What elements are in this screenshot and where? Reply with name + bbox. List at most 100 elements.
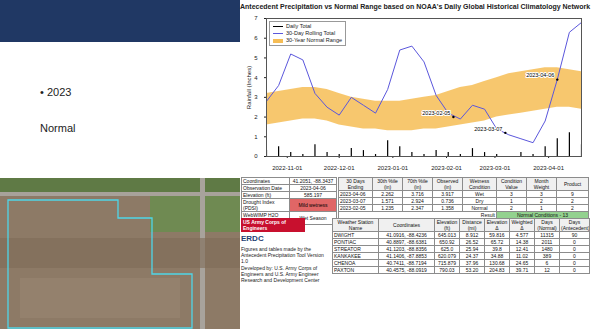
svg-text:2023-02-01: 2023-02-01 (431, 165, 462, 171)
html-text:70th %ile (in): 70th %ile (in) (407, 178, 428, 190)
svg-text:2023-01-01: 2023-01-01 (377, 165, 408, 171)
svg-text:1: 1 (254, 134, 258, 140)
html-text:30-Day Rolling Total: 30-Day Rolling Total (286, 30, 336, 36)
html-text:625.0: 625.0 (440, 246, 454, 252)
html-text:0.736: 0.736 (441, 198, 454, 204)
svg-text:2023-03-01: 2023-03-01 (480, 165, 511, 171)
html-text:2023-02-05: 2023-02-05 (340, 205, 366, 211)
svg-text:2022-12-01: 2022-12-01 (324, 165, 355, 171)
html-text:2.924: 2.924 (411, 198, 424, 204)
html-text:Wet Season: Wet Season (299, 215, 327, 221)
html-text:Developed by: U.S. Army Corps: Developed by: U.S. Army Corps of Enginee… (241, 265, 320, 283)
html-text:Elevation (ft): Elevation (ft) (243, 192, 272, 198)
html-text:24.37: 24.37 (465, 253, 479, 259)
html-text:Elevation Δ: Elevation Δ (486, 219, 508, 231)
svg-text:6: 6 (254, 35, 258, 41)
svg-text:0: 0 (254, 153, 258, 159)
svg-text:2022-11-01: 2022-11-01 (272, 165, 303, 171)
html-text:Antecedent Precipitation vs No: Antecedent Precipitation vs Normal Range… (240, 3, 591, 10)
html-text:Days (Antecedent): Days (Antecedent) (561, 219, 590, 231)
html-text:645.013: 645.013 (438, 232, 456, 238)
html-text:Normal: Normal (471, 205, 488, 211)
html-text:30 Days Ending: 30 Days Ending (346, 178, 365, 190)
html-text:Weather Station Name: Weather Station Name (337, 219, 374, 231)
html-text:Days (Normal): Days (Normal) (537, 219, 557, 231)
svg-text:2023-04-01: 2023-04-01 (533, 165, 564, 171)
html-text:ERDC: ERDC (241, 234, 264, 243)
html-text:Figures and tables made by the: Figures and tables made by the Anteceden… (241, 246, 324, 264)
html-text:Daily Total: Daily Total (286, 23, 312, 29)
html-text:41.2051, -88.3437: 41.2051, -88.3437 (292, 178, 334, 184)
html-text:25.94: 25.94 (465, 246, 479, 252)
html-text:12.41: 12.41 (515, 246, 529, 252)
html-text:DWIGHT: DWIGHT (334, 232, 355, 238)
html-text:30th %ile (in): 30th %ile (in) (377, 178, 398, 190)
html-text:2023-04-06: 2023-04-06 (340, 191, 366, 197)
svg-text:3: 3 (254, 94, 258, 100)
svg-text:2: 2 (254, 114, 258, 120)
html-text:14.38: 14.38 (515, 239, 529, 245)
html-text:Result: Result (480, 212, 495, 218)
html-text:3.716: 3.716 (411, 191, 424, 197)
html-text:1.571: 1.571 (381, 198, 394, 204)
html-text:34.88: 34.88 (490, 253, 504, 259)
html-text:Month Weight: Month Weight (533, 178, 550, 190)
html-text:WebWIMP H2O Balance: WebWIMP H2O Balance (243, 212, 279, 224)
html-text:Dry: Dry (475, 198, 484, 204)
html-text:3.917: 3.917 (441, 191, 454, 197)
html-text:26.52: 26.52 (465, 239, 479, 245)
svg-text:2023-04-06: 2023-04-06 (526, 72, 554, 78)
html-text:Condition Value: Condition Value (500, 178, 523, 190)
html-text:40.8897, -88.6381: 40.8897, -88.6381 (386, 239, 427, 245)
html-text:US Army Corps of Engineers: US Army Corps of Engineers (243, 219, 286, 231)
html-text:Observed (in): Observed (in) (436, 178, 459, 190)
html-text:KANKAKEE: KANKAKEE (334, 253, 361, 259)
html-text:11.02: 11.02 (515, 253, 529, 259)
html-text:STREATOR: STREATOR (334, 246, 361, 252)
html-text:2011: 2011 (541, 239, 553, 245)
html-text:41.0916, -88.4236: 41.0916, -88.4236 (386, 232, 427, 238)
html-text:Mild wetness: Mild wetness (298, 202, 328, 208)
html-text:2023-03-07: 2023-03-07 (340, 198, 366, 204)
html-text:Elevation (ft): Elevation (ft) (436, 219, 458, 231)
html-text:Normal: Normal (40, 122, 76, 134)
html-text:11315: 11315 (540, 232, 554, 238)
html-text:90: 90 (571, 232, 578, 238)
html-text:• 2023: • 2023 (40, 86, 72, 98)
html-text:PONTIAC: PONTIAC (334, 239, 357, 245)
svg-text:5: 5 (254, 55, 258, 61)
html-text:Coordinates: Coordinates (393, 222, 420, 228)
html-text:Drought Index (PDSI): Drought Index (PDSI) (243, 199, 275, 211)
html-text:30-Year Normal Range: 30-Year Normal Range (286, 37, 343, 43)
svg-text:Rainfall (Inches): Rainfall (Inches) (246, 66, 252, 109)
html-text:Wet: Wet (475, 191, 484, 197)
html-text:389: 389 (542, 253, 552, 259)
html-text:2.347: 2.347 (411, 205, 424, 211)
html-text:39.8: 39.8 (492, 246, 502, 252)
html-text:Product: Product (563, 181, 582, 187)
html-text:65.72: 65.72 (490, 239, 504, 245)
html-text:1.235: 1.235 (381, 205, 394, 211)
html-text:2023-04-06: 2023-04-06 (300, 185, 326, 191)
svg-text:7: 7 (254, 15, 258, 21)
html-text:41.1406, -87.8853: 41.1406, -87.8853 (386, 253, 427, 259)
html-text:1.358: 1.358 (441, 205, 454, 211)
html-text:59.816: 59.816 (489, 232, 505, 238)
html-text:1480: 1480 (541, 246, 553, 252)
html-text:4.577: 4.577 (515, 232, 529, 238)
html-text:2.262: 2.262 (381, 191, 394, 197)
html-text:Observation Date: Observation Date (243, 185, 282, 191)
html-text:650.92: 650.92 (439, 239, 455, 245)
html-text:41.1203, -88.8356: 41.1203, -88.8356 (386, 246, 427, 252)
svg-text:2023-03-07: 2023-03-07 (474, 126, 502, 132)
html-text:620.079: 620.079 (438, 253, 456, 259)
html-text:8.912: 8.912 (465, 232, 479, 238)
svg-text:2023-02-05: 2023-02-05 (422, 110, 450, 116)
html-text:Coordinates: Coordinates (243, 178, 270, 184)
html-text:Normal Conditions - 13: Normal Conditions - 13 (516, 212, 569, 218)
html-text:585.197: 585.197 (304, 192, 322, 198)
svg-text:4: 4 (254, 75, 258, 81)
html-text:Weighted Δ: Weighted Δ (511, 219, 533, 231)
html-text:Wetness Condition: Wetness Condition (468, 178, 491, 190)
html-text:Distance (mi): Distance (mi) (462, 219, 482, 231)
